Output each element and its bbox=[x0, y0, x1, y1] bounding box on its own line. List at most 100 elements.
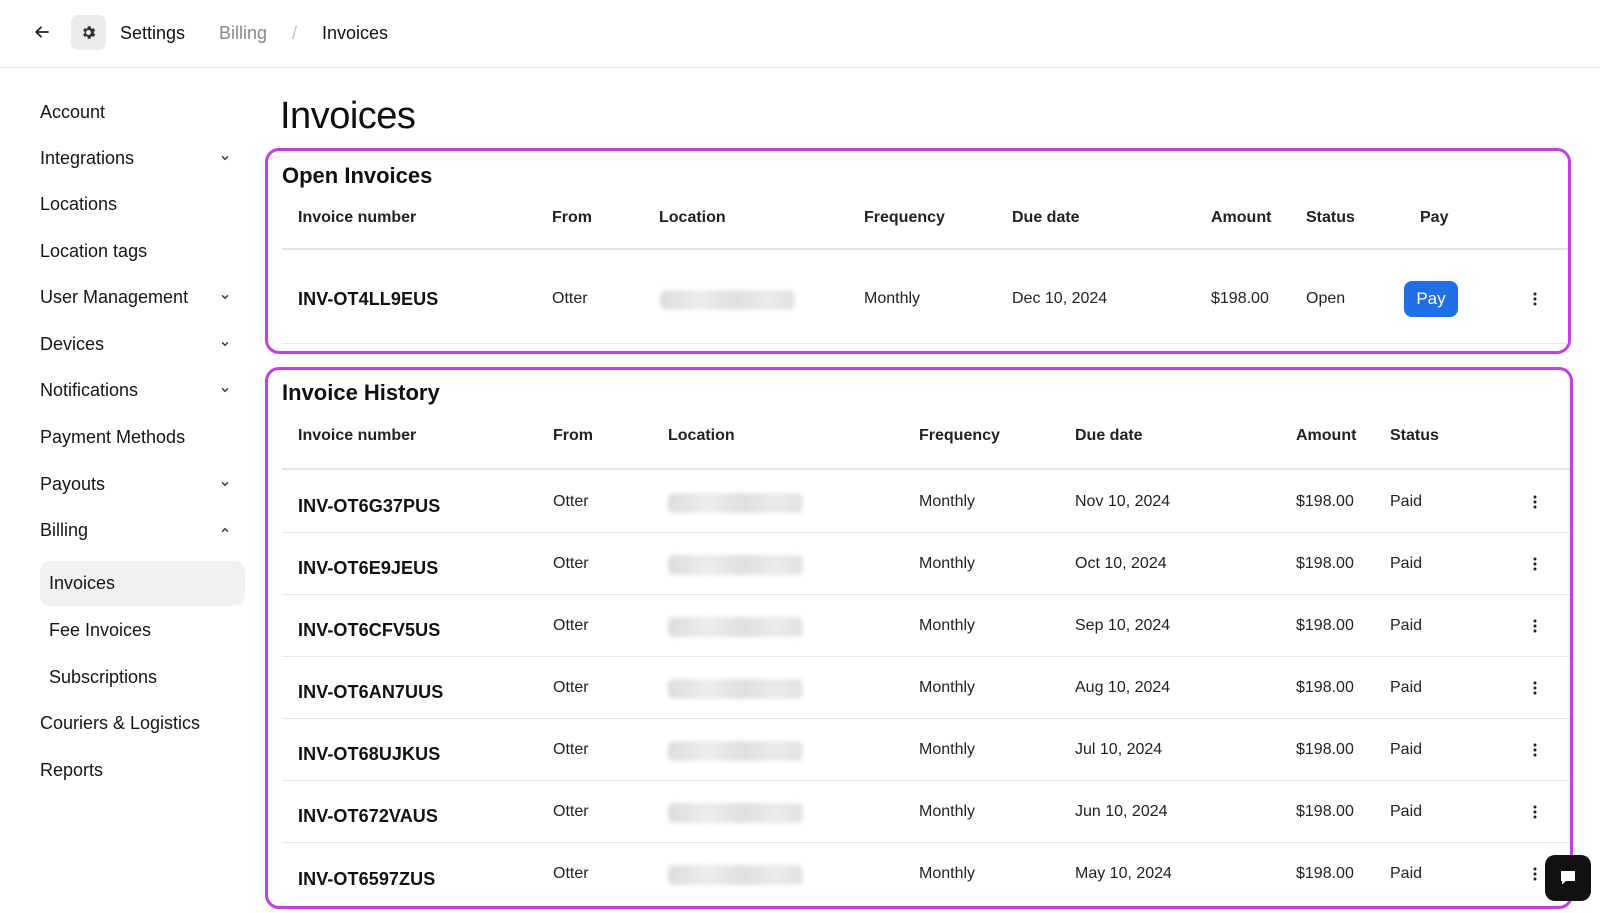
sidebar-item-label: Location tags bbox=[40, 241, 148, 261]
more-vertical-icon bbox=[1533, 867, 1537, 881]
sidebar-item-devices[interactable]: Devices bbox=[40, 327, 245, 361]
invoice-frequency: Monthly bbox=[919, 555, 976, 572]
sidebar-item-user-management[interactable]: User Management bbox=[40, 280, 245, 314]
more-vertical-icon bbox=[1533, 619, 1537, 633]
blurred-location bbox=[668, 493, 803, 513]
column-header-due-date: Due date bbox=[1012, 209, 1080, 226]
chevron-down-icon bbox=[221, 295, 229, 300]
more-vertical-icon bbox=[1533, 681, 1537, 695]
column-header-frequency: Frequency bbox=[919, 427, 1000, 444]
row-divider bbox=[282, 780, 1570, 781]
sidebar-item-payouts[interactable]: Payouts bbox=[40, 467, 245, 501]
sidebar-item-couriers-logistics[interactable]: Couriers & Logistics bbox=[40, 706, 245, 740]
sidebar-item-integrations[interactable]: Integrations bbox=[40, 141, 245, 175]
open-invoices-section: Open Invoices Invoice number From Locati… bbox=[265, 148, 1571, 354]
invoice-status: Paid bbox=[1390, 741, 1423, 758]
sidebar-item-label: Invoices bbox=[49, 573, 116, 593]
sidebar-item-label: Billing bbox=[40, 520, 89, 540]
blurred-location bbox=[668, 555, 803, 575]
invoice-frequency: Monthly bbox=[919, 865, 976, 882]
invoice-history-section: Invoice History Invoice number From Loca… bbox=[265, 367, 1573, 909]
pay-button[interactable]: Pay bbox=[1404, 281, 1458, 317]
invoice-from: Otter bbox=[553, 679, 589, 696]
sidebar-item-location-tags[interactable]: Location tags bbox=[40, 234, 245, 268]
breadcrumb-billing[interactable]: Billing bbox=[219, 23, 268, 43]
sidebar-item-label: Account bbox=[40, 102, 106, 122]
row-actions-button[interactable] bbox=[1527, 491, 1543, 513]
invoice-frequency: Monthly bbox=[919, 493, 976, 510]
page-title: Invoices bbox=[280, 95, 416, 137]
sidebar-item-label: Fee Invoices bbox=[49, 620, 152, 640]
sidebar-item-label: User Management bbox=[40, 287, 189, 307]
column-header-amount: Amount bbox=[1296, 427, 1357, 444]
row-actions-button[interactable] bbox=[1527, 288, 1543, 310]
row-divider bbox=[282, 594, 1570, 595]
header-divider bbox=[282, 248, 1568, 250]
invoice-frequency: Monthly bbox=[919, 741, 976, 758]
more-vertical-icon bbox=[1533, 805, 1537, 819]
invoice-status: Open bbox=[1306, 290, 1346, 307]
row-actions-button[interactable] bbox=[1527, 801, 1543, 823]
back-button[interactable] bbox=[30, 20, 54, 44]
invoice-number: INV-OT6AN7UUS bbox=[298, 682, 444, 702]
invoice-frequency: Monthly bbox=[919, 617, 976, 634]
sidebar-subitem-fee-invoices[interactable]: Fee Invoices bbox=[40, 613, 245, 647]
invoice-from: Otter bbox=[552, 290, 588, 307]
invoice-amount: $198.00 bbox=[1296, 493, 1354, 510]
section-heading: Invoice History bbox=[282, 380, 440, 405]
sidebar-subitem-subscriptions[interactable]: Subscriptions bbox=[40, 660, 245, 694]
sidebar-item-account[interactable]: Account bbox=[40, 95, 245, 129]
sidebar-subitem-invoices[interactable]: Invoices bbox=[40, 561, 245, 606]
sidebar-item-notifications[interactable]: Notifications bbox=[40, 373, 245, 407]
top-bar: Settings Billing / Invoices bbox=[0, 0, 1600, 68]
settings-icon-tile bbox=[71, 15, 106, 50]
chevron-down-icon bbox=[221, 156, 229, 161]
invoice-amount: $198.00 bbox=[1296, 617, 1354, 634]
chevron-up-icon bbox=[221, 527, 229, 532]
row-divider bbox=[282, 842, 1570, 843]
invoice-amount: $198.00 bbox=[1296, 679, 1354, 696]
chat-support-button[interactable] bbox=[1545, 855, 1591, 901]
chat-bubble-icon bbox=[1561, 871, 1575, 885]
row-actions-button[interactable] bbox=[1527, 553, 1543, 575]
blurred-location bbox=[668, 679, 803, 699]
sidebar-item-label: Payouts bbox=[40, 474, 106, 494]
invoice-number: INV-OT672VAUS bbox=[298, 806, 439, 826]
invoice-amount: $198.00 bbox=[1296, 741, 1354, 758]
sidebar-item-reports[interactable]: Reports bbox=[40, 753, 245, 787]
invoice-from: Otter bbox=[553, 493, 589, 510]
row-actions-button[interactable] bbox=[1527, 677, 1543, 699]
more-vertical-icon bbox=[1533, 292, 1537, 306]
blurred-location bbox=[668, 617, 803, 637]
invoice-number: INV-OT4LL9EUS bbox=[298, 289, 439, 309]
invoice-from: Otter bbox=[553, 617, 589, 634]
column-header-status: Status bbox=[1306, 209, 1355, 226]
column-header-invoice-number: Invoice number bbox=[298, 427, 417, 444]
invoice-amount: $198.00 bbox=[1296, 803, 1354, 820]
sidebar-item-billing[interactable]: Billing bbox=[40, 513, 245, 547]
invoice-from: Otter bbox=[553, 865, 589, 882]
invoice-due-date: Aug 10, 2024 bbox=[1075, 679, 1171, 696]
column-header-amount: Amount bbox=[1211, 209, 1272, 226]
invoice-from: Otter bbox=[553, 803, 589, 820]
row-actions-button[interactable] bbox=[1527, 863, 1543, 885]
invoice-due-date: Sep 10, 2024 bbox=[1075, 617, 1171, 634]
invoice-frequency: Monthly bbox=[919, 803, 976, 820]
sidebar-item-payment-methods[interactable]: Payment Methods bbox=[40, 420, 245, 454]
invoice-number: INV-OT68UJKUS bbox=[298, 744, 441, 764]
more-vertical-icon bbox=[1533, 495, 1537, 509]
sidebar-item-label: Devices bbox=[40, 334, 105, 354]
row-divider bbox=[282, 532, 1570, 533]
more-vertical-icon bbox=[1533, 557, 1537, 571]
breadcrumb-settings: Settings bbox=[120, 23, 186, 43]
breadcrumb-separator: / bbox=[292, 23, 298, 43]
chevron-down-icon bbox=[221, 342, 229, 347]
invoice-status: Paid bbox=[1390, 803, 1423, 820]
invoice-due-date: Jun 10, 2024 bbox=[1075, 803, 1168, 820]
invoice-number: INV-OT6G37PUS bbox=[298, 496, 441, 516]
row-actions-button[interactable] bbox=[1527, 739, 1543, 761]
more-vertical-icon bbox=[1533, 743, 1537, 757]
row-actions-button[interactable] bbox=[1527, 615, 1543, 637]
sidebar-item-locations[interactable]: Locations bbox=[40, 187, 245, 221]
column-header-from: From bbox=[553, 427, 593, 444]
